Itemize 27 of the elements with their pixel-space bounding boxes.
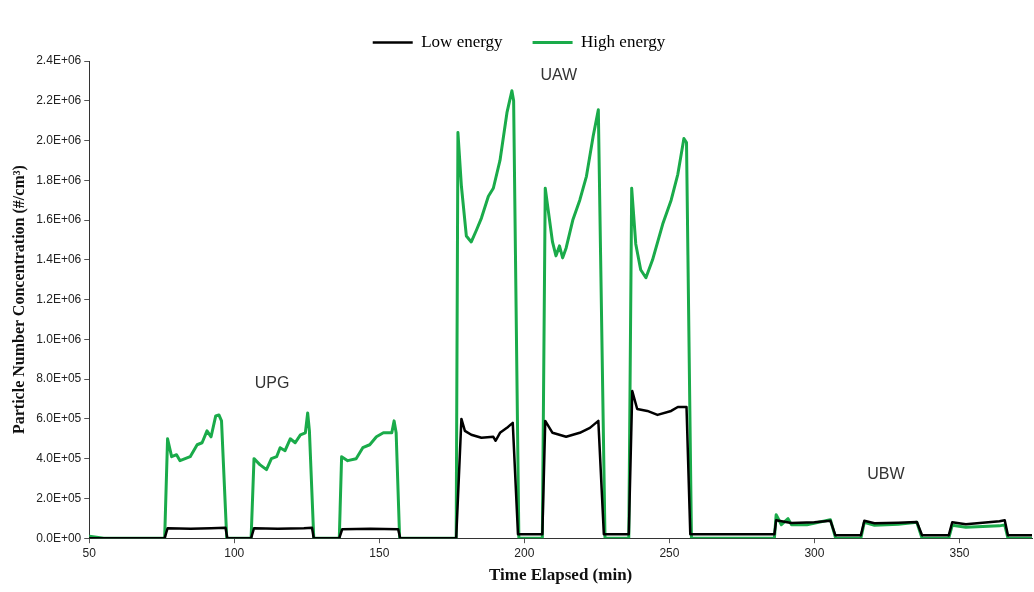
x-tick-label: 350 [949, 545, 970, 560]
y-tick-label: 1.6E+06 [36, 212, 82, 227]
x-tick-label: 250 [659, 545, 680, 560]
x-tick-label: 150 [369, 545, 390, 560]
annotation: UPG [254, 374, 290, 392]
y-tick-label: 2.0E+06 [36, 132, 82, 147]
y-tick-label: 2.0E+05 [36, 490, 82, 505]
y-tick-label: 0.0E+00 [36, 530, 82, 545]
y-tick-label: 2.2E+06 [36, 93, 82, 108]
legend-label: High energy [581, 31, 666, 51]
y-axis-title: Particle Number Concentration (#/cm³) [9, 165, 28, 435]
y-tick-label: 1.0E+06 [36, 331, 82, 346]
x-tick-label: 200 [514, 545, 535, 560]
y-tick-label: 8.0E+05 [36, 371, 82, 386]
y-tick-label: 1.8E+06 [36, 172, 82, 187]
y-tick-label: 1.2E+06 [36, 291, 82, 306]
x-tick-label: 50 [82, 545, 97, 560]
y-tick-label: 4.0E+05 [36, 450, 82, 465]
legend-label: Low energy [421, 31, 504, 51]
annotation: UAW [540, 66, 578, 84]
x-tick-label: 300 [804, 545, 825, 560]
annotation: UBW [867, 464, 906, 482]
y-tick-label: 6.0E+05 [36, 411, 82, 426]
y-tick-label: 1.4E+06 [36, 252, 82, 267]
y-tick-label: 2.4E+06 [36, 53, 82, 68]
x-tick-label: 100 [224, 545, 245, 560]
x-axis-title: Time Elapsed (min) [488, 565, 633, 585]
